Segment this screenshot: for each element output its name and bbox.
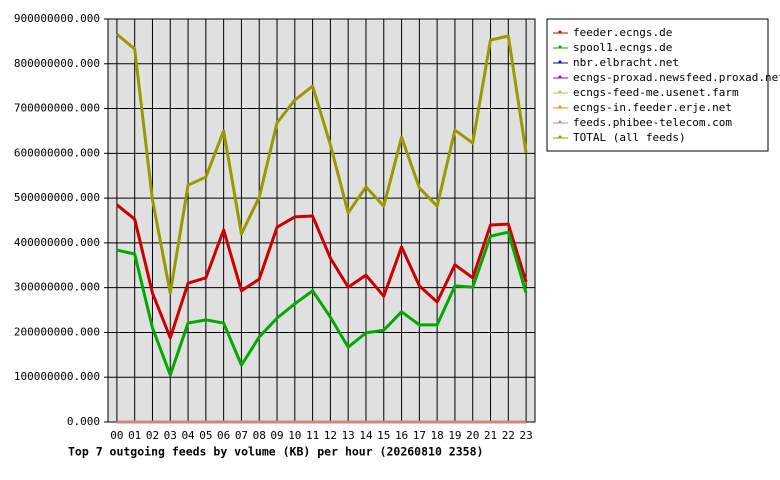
x-tick-label: 13 bbox=[342, 429, 355, 442]
legend-marker bbox=[558, 135, 562, 139]
x-tick-label: 14 bbox=[359, 429, 373, 442]
legend-marker bbox=[558, 60, 562, 64]
legend-label: spool1.ecngs.de bbox=[573, 41, 672, 54]
y-tick-label: 100000000.000 bbox=[14, 370, 100, 383]
chart-title: Top 7 outgoing feeds by volume (KB) per … bbox=[68, 445, 483, 459]
x-tick-label: 00 bbox=[110, 429, 123, 442]
legend-label: ecngs-proxad.newsfeed.proxad.net bbox=[573, 71, 780, 84]
series-line bbox=[115, 33, 528, 295]
x-tick-label: 10 bbox=[288, 429, 301, 442]
x-tick-label: 01 bbox=[128, 429, 141, 442]
series-line bbox=[116, 230, 528, 377]
legend-marker bbox=[558, 90, 562, 94]
series-line bbox=[115, 203, 528, 340]
x-tick-label: 12 bbox=[324, 429, 337, 442]
legend-label: TOTAL (all feeds) bbox=[573, 131, 686, 144]
y-tick-label: 500000000.000 bbox=[14, 191, 100, 204]
y-tick-label: 400000000.000 bbox=[14, 236, 100, 249]
legend-label: ecngs-feed-me.usenet.farm bbox=[573, 86, 739, 99]
x-tick-label: 02 bbox=[146, 429, 159, 442]
y-tick-label: 200000000.000 bbox=[14, 325, 100, 338]
x-tick-label: 04 bbox=[181, 429, 195, 442]
y-tick-label: 900000000.000 bbox=[14, 12, 100, 25]
legend-label: feeds.phibee-telecom.com bbox=[573, 116, 732, 129]
legend-marker bbox=[558, 120, 562, 124]
x-tick-label: 09 bbox=[270, 429, 283, 442]
y-tick-label: 700000000.000 bbox=[14, 102, 100, 115]
legend-label: feeder.ecngs.de bbox=[573, 26, 672, 39]
x-tick-label: 05 bbox=[199, 429, 212, 442]
legend-label: nbr.elbracht.net bbox=[573, 56, 679, 69]
x-tick-label: 18 bbox=[431, 429, 444, 442]
y-tick-label: 300000000.000 bbox=[14, 281, 100, 294]
x-tick-label: 17 bbox=[413, 429, 426, 442]
legend-box bbox=[546, 18, 769, 152]
y-tick-label: 600000000.000 bbox=[14, 146, 100, 159]
legend-marker bbox=[558, 45, 562, 49]
plot-area bbox=[108, 19, 535, 422]
legend-marker bbox=[558, 105, 562, 109]
legend-label: ecngs-in.feeder.erje.net bbox=[573, 101, 732, 114]
x-tick-label: 19 bbox=[448, 429, 461, 442]
x-tick-label: 16 bbox=[395, 429, 408, 442]
x-tick-label: 03 bbox=[164, 429, 177, 442]
x-tick-label: 06 bbox=[217, 429, 230, 442]
legend-marker bbox=[558, 30, 562, 34]
legend-marker bbox=[558, 75, 562, 79]
x-tick-label: 07 bbox=[235, 429, 248, 442]
x-tick-label: 11 bbox=[306, 429, 319, 442]
x-tick-label: 15 bbox=[377, 429, 390, 442]
x-tick-label: 20 bbox=[466, 429, 479, 442]
x-tick-label: 21 bbox=[484, 429, 497, 442]
y-tick-label: 0.000 bbox=[67, 415, 100, 428]
y-tick-label: 800000000.000 bbox=[14, 57, 100, 70]
x-tick-label: 22 bbox=[502, 429, 515, 442]
x-tick-label: 08 bbox=[253, 429, 266, 442]
x-tick-label: 23 bbox=[519, 429, 532, 442]
